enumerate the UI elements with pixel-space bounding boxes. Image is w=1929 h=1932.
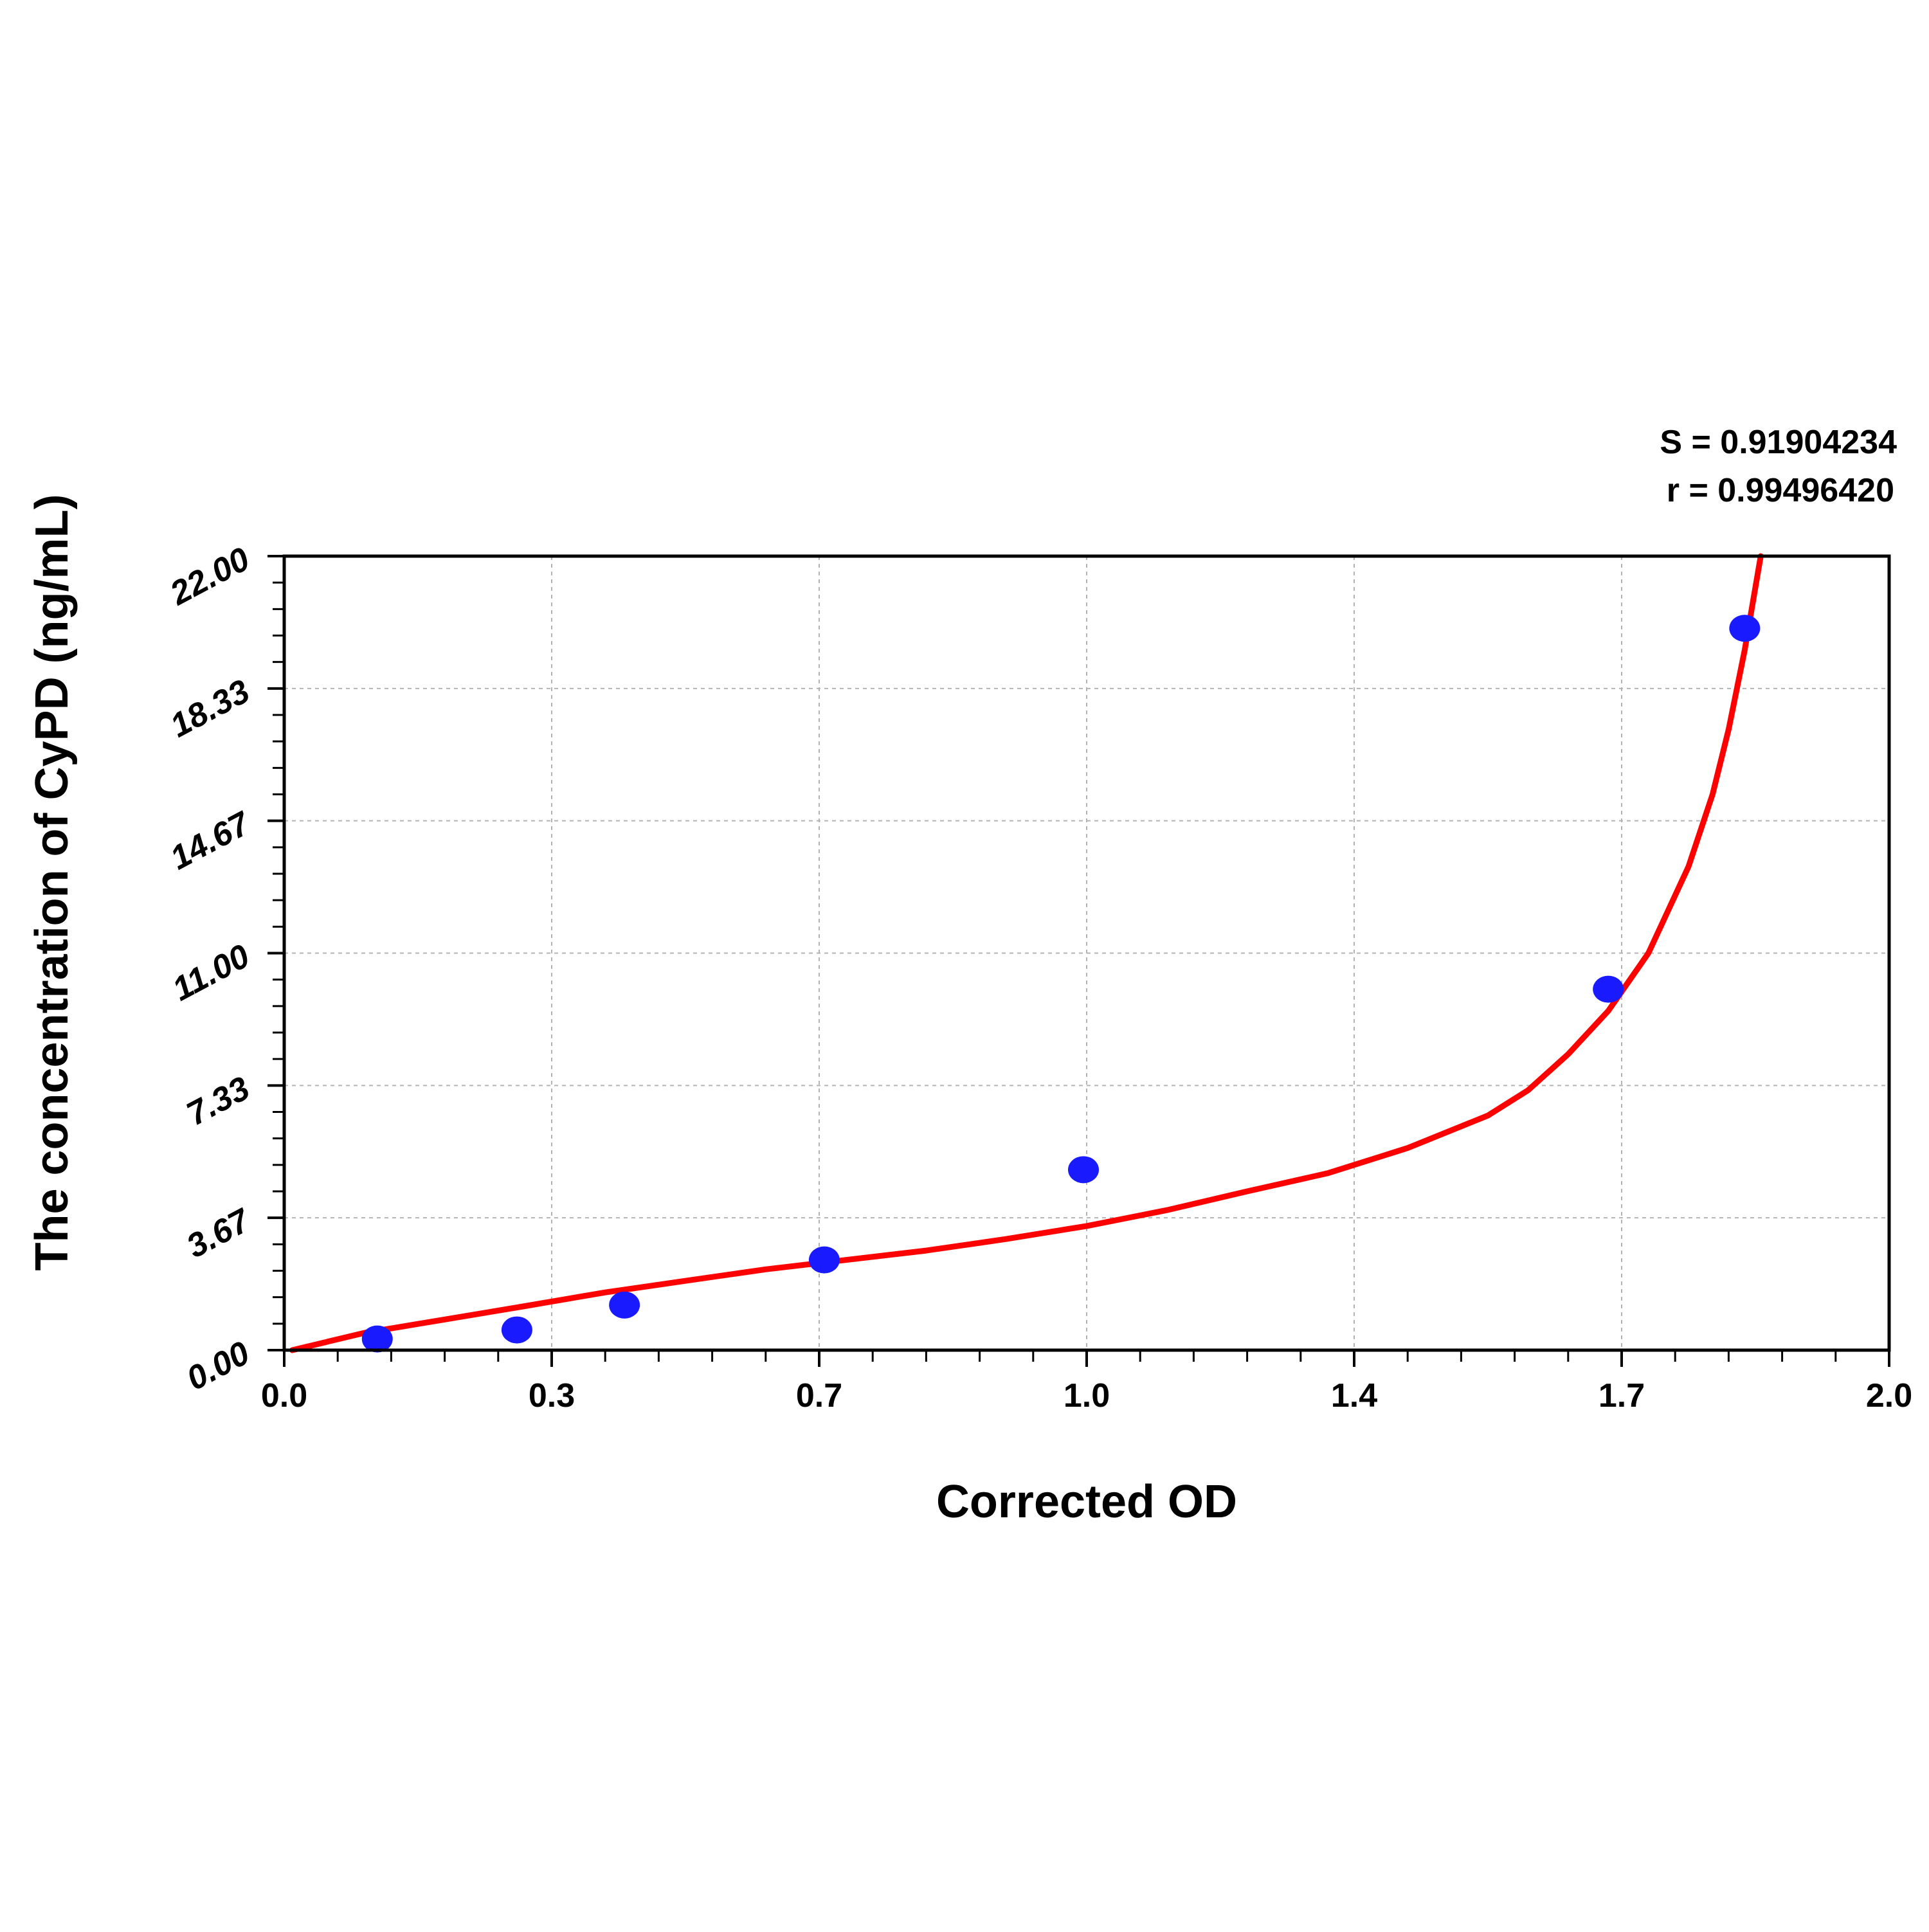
- x-tick-label: 0.3: [529, 1377, 575, 1414]
- x-tick-label: 2.0: [1866, 1377, 1912, 1414]
- fitted-curve: [289, 553, 1764, 1353]
- data-point: [1068, 1156, 1100, 1184]
- data-point: [808, 1246, 840, 1274]
- fitted-curve-layer: [289, 553, 1764, 1353]
- x-axis-title: Corrected OD: [936, 1476, 1237, 1528]
- axis-ticks: [267, 555, 1890, 1367]
- plot-frame: [282, 554, 1891, 1352]
- data-point: [501, 1316, 532, 1344]
- data-points-layer: [361, 615, 1761, 1353]
- x-tick-label: 1.4: [1331, 1377, 1377, 1414]
- data-point: [1729, 615, 1761, 642]
- x-tick-label: 1.7: [1598, 1377, 1645, 1414]
- x-tick-label: 0.0: [261, 1377, 307, 1414]
- y-axis-title: The concentration of CyPD (ng/mL): [26, 494, 78, 1270]
- x-tick-labels: 0.0 0.3 0.7 1.0 1.4 1.7 2.0: [261, 1377, 1912, 1414]
- x-tick-label: 1.0: [1064, 1377, 1110, 1414]
- stat-s-value: S = 0.91904234: [1660, 424, 1897, 461]
- grid-lines: [284, 556, 1889, 1350]
- data-point: [609, 1291, 640, 1319]
- data-point: [361, 1325, 393, 1353]
- data-point: [1593, 975, 1624, 1003]
- x-tick-label: 0.7: [796, 1377, 842, 1414]
- stat-r-value: r = 0.99496420: [1667, 472, 1894, 509]
